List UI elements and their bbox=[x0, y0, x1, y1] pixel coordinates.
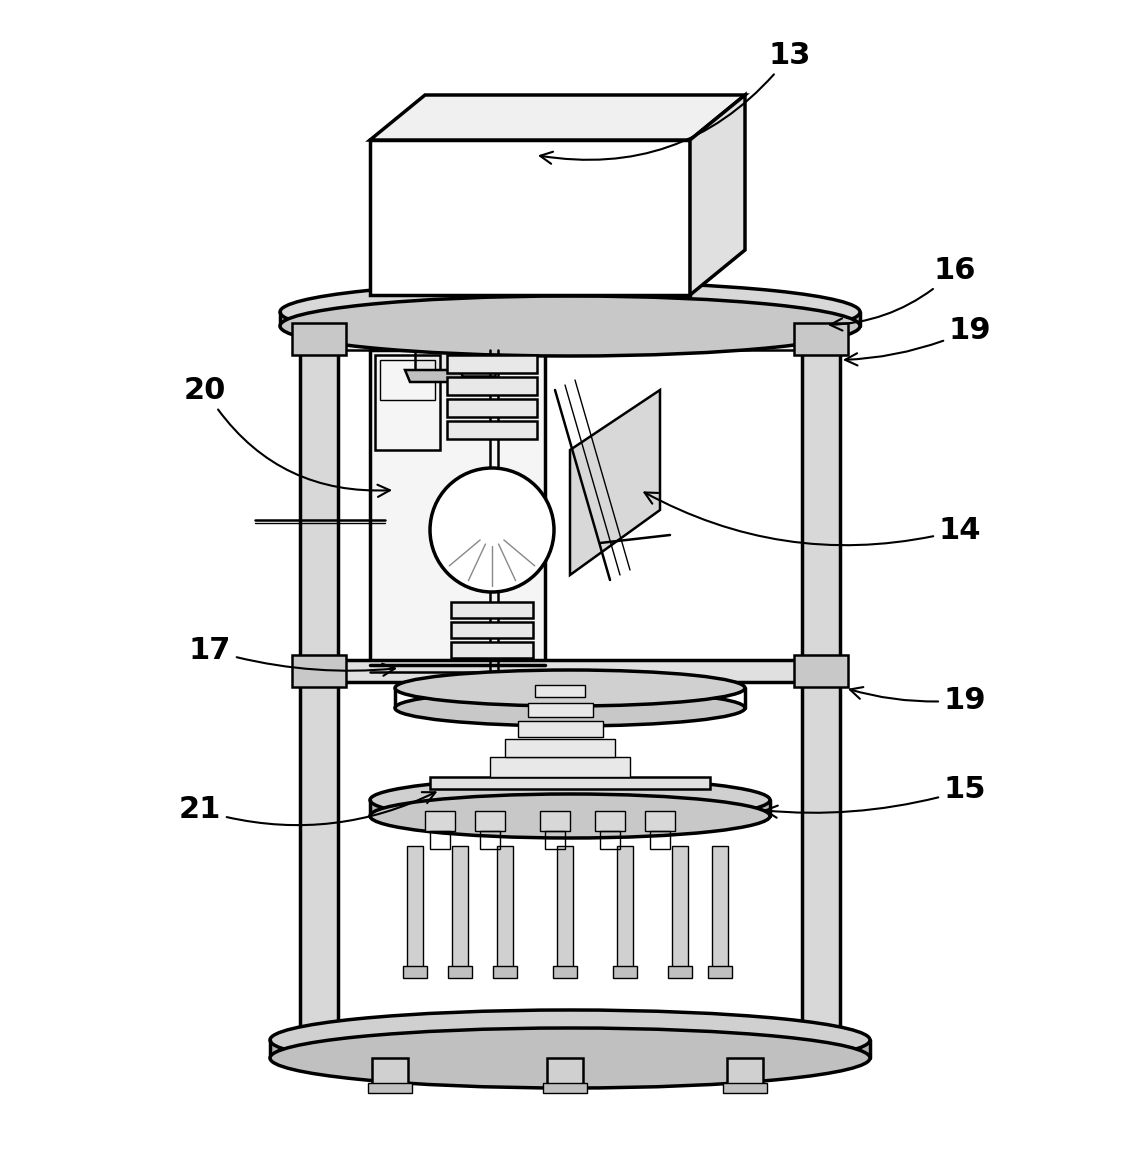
Bar bbox=[490, 757, 630, 777]
Bar bbox=[497, 846, 513, 971]
Bar bbox=[451, 602, 534, 618]
Bar bbox=[708, 966, 732, 978]
Bar bbox=[475, 811, 505, 831]
Polygon shape bbox=[370, 799, 770, 816]
Bar bbox=[292, 655, 347, 687]
Bar bbox=[492, 966, 518, 978]
Bar bbox=[793, 323, 848, 355]
Ellipse shape bbox=[280, 296, 860, 356]
Bar bbox=[430, 777, 710, 789]
Bar bbox=[375, 355, 440, 450]
Text: 15: 15 bbox=[765, 776, 986, 818]
Text: 13: 13 bbox=[540, 40, 812, 164]
Text: 14: 14 bbox=[644, 492, 982, 545]
Text: 19: 19 bbox=[845, 316, 992, 365]
Bar bbox=[415, 346, 495, 376]
Polygon shape bbox=[280, 312, 860, 326]
Bar bbox=[447, 355, 537, 373]
Bar bbox=[451, 622, 534, 637]
Bar bbox=[370, 350, 545, 680]
Ellipse shape bbox=[430, 468, 554, 592]
Bar bbox=[518, 721, 603, 737]
Bar bbox=[528, 703, 593, 717]
Bar bbox=[447, 377, 537, 394]
Bar bbox=[547, 1058, 583, 1088]
Ellipse shape bbox=[370, 794, 770, 838]
Bar bbox=[451, 642, 534, 657]
Bar bbox=[617, 846, 633, 971]
Text: 21: 21 bbox=[179, 792, 435, 825]
Text: 16: 16 bbox=[830, 256, 976, 331]
Bar bbox=[451, 846, 469, 971]
Bar bbox=[372, 1058, 408, 1088]
Bar bbox=[650, 831, 670, 849]
Bar bbox=[540, 811, 570, 831]
Ellipse shape bbox=[394, 690, 746, 726]
Ellipse shape bbox=[280, 282, 860, 342]
Bar bbox=[613, 966, 637, 978]
Bar bbox=[368, 1082, 412, 1093]
Bar bbox=[600, 831, 620, 849]
Bar bbox=[727, 1058, 763, 1088]
Bar bbox=[668, 966, 692, 978]
Bar bbox=[535, 684, 585, 697]
Polygon shape bbox=[370, 140, 690, 295]
Polygon shape bbox=[803, 330, 840, 1035]
Bar bbox=[505, 738, 614, 757]
Bar bbox=[671, 846, 689, 971]
Text: 17: 17 bbox=[189, 635, 394, 676]
Text: 20: 20 bbox=[184, 376, 390, 497]
Bar bbox=[337, 328, 803, 350]
Ellipse shape bbox=[270, 1010, 870, 1070]
Bar bbox=[557, 846, 573, 971]
Bar bbox=[448, 966, 472, 978]
Bar bbox=[447, 399, 537, 417]
Polygon shape bbox=[300, 330, 337, 1035]
Polygon shape bbox=[690, 95, 746, 295]
Bar bbox=[480, 831, 500, 849]
Bar bbox=[723, 1082, 767, 1093]
Bar bbox=[793, 655, 848, 687]
Bar bbox=[545, 831, 565, 849]
Text: 19: 19 bbox=[850, 686, 986, 715]
Polygon shape bbox=[370, 95, 746, 140]
Bar bbox=[543, 1082, 587, 1093]
Bar bbox=[292, 323, 347, 355]
Bar bbox=[407, 846, 423, 971]
Ellipse shape bbox=[394, 670, 746, 706]
Bar bbox=[380, 360, 435, 400]
Polygon shape bbox=[270, 1040, 870, 1058]
Bar bbox=[553, 966, 577, 978]
Bar bbox=[425, 811, 455, 831]
Ellipse shape bbox=[370, 778, 770, 822]
Bar bbox=[712, 846, 728, 971]
Bar bbox=[404, 966, 428, 978]
Bar bbox=[595, 811, 625, 831]
Polygon shape bbox=[570, 390, 660, 575]
Polygon shape bbox=[405, 370, 465, 382]
Bar bbox=[430, 831, 450, 849]
Bar bbox=[337, 660, 803, 682]
Bar bbox=[447, 421, 537, 439]
Bar bbox=[645, 811, 675, 831]
Ellipse shape bbox=[270, 1028, 870, 1088]
